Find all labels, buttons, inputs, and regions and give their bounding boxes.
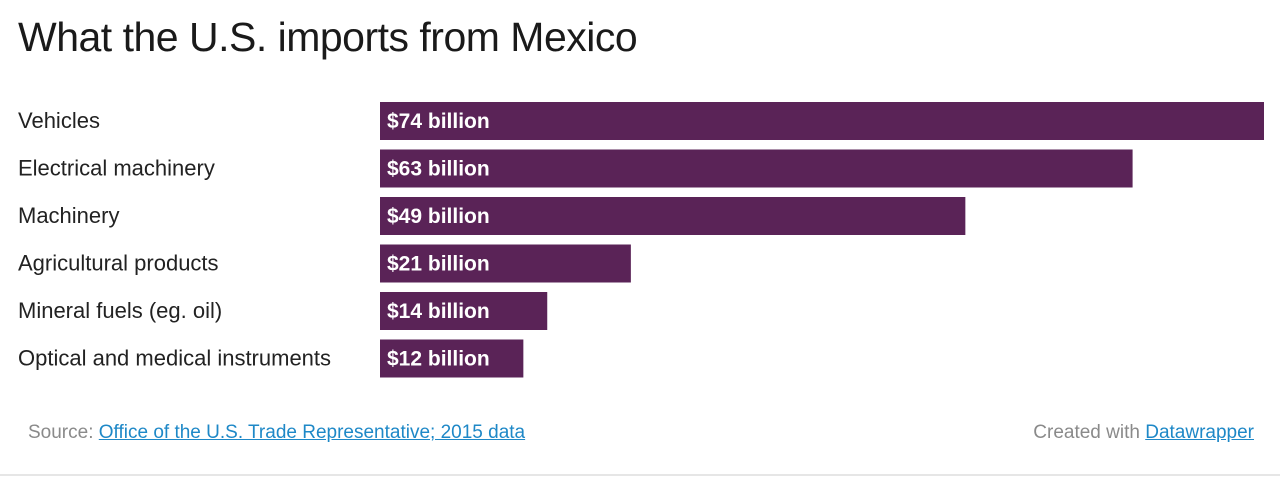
bar-value-label: $12 billion: [387, 348, 490, 371]
credit-prefix: Created with: [1033, 422, 1140, 443]
bar-value-labels: $74 billion $63 billion $49 billion $21 bil…: [387, 110, 490, 371]
source-prefix: Source:: [28, 422, 94, 443]
datawrapper-link[interactable]: Datawrapper: [1145, 422, 1254, 443]
bar: [380, 292, 548, 330]
source-link[interactable]: Office of the U.S. Trade Representative;…: [98, 422, 526, 443]
bar-value-label: $21 billion: [387, 253, 490, 276]
credit-note: Created with Datawrapper: [1033, 422, 1254, 444]
bar-value-label: $49 billion: [387, 205, 490, 228]
bar: [380, 102, 1264, 140]
bar: [380, 244, 631, 283]
category-label: Vehicles: [18, 108, 100, 133]
bottom-divider: [0, 474, 1280, 476]
chart-footer: Source: Office of the U.S. Trade Represe…: [28, 422, 1254, 448]
category-label: Mineral fuels (eg. oil): [18, 298, 222, 323]
bar-value-label: $14 billion: [387, 300, 490, 323]
source-note: Source: Office of the U.S. Trade Represe…: [28, 422, 525, 444]
category-label: Electrical machinery: [18, 156, 215, 181]
chart-title: What the U.S. imports from Mexico: [18, 14, 638, 60]
category-label: Machinery: [18, 203, 119, 228]
category-label: Agricultural products: [18, 251, 219, 276]
category-label: Optical and medical instruments: [18, 346, 331, 371]
category-labels: Vehicles Electrical machinery Machinery Agr…: [18, 108, 331, 371]
bar: [380, 339, 524, 378]
bar: [380, 149, 1133, 188]
bar-value-label: $63 billion: [387, 158, 490, 181]
bar: [380, 197, 966, 235]
bar-value-label: $74 billion: [387, 110, 490, 133]
bars: [380, 102, 1264, 378]
